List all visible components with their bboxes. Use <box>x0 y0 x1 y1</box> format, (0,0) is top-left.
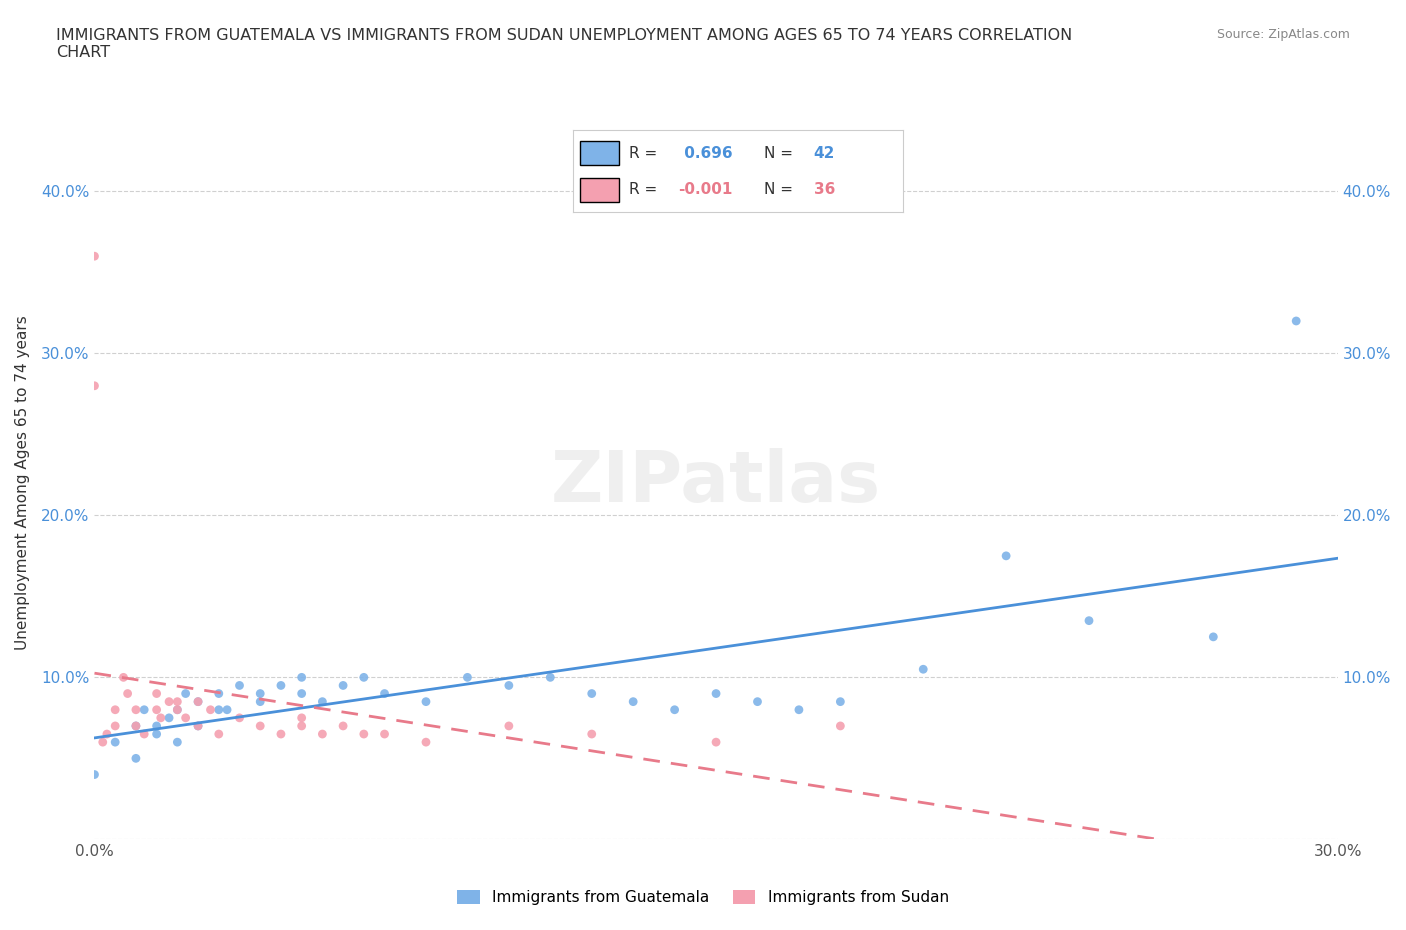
Point <box>456 670 478 684</box>
Point <box>787 702 810 717</box>
Point <box>291 686 314 701</box>
Point <box>270 726 292 741</box>
Point <box>217 702 239 717</box>
Text: IMMIGRANTS FROM GUATEMALA VS IMMIGRANTS FROM SUDAN UNEMPLOYMENT AMONG AGES 65 TO: IMMIGRANTS FROM GUATEMALA VS IMMIGRANTS … <box>56 28 1073 60</box>
Point <box>91 735 114 750</box>
Point <box>134 702 156 717</box>
Point <box>208 726 231 741</box>
Point <box>664 702 686 717</box>
Point <box>187 719 209 734</box>
Point <box>125 702 148 717</box>
Point <box>166 702 188 717</box>
Point <box>125 719 148 734</box>
Point <box>117 686 139 701</box>
Point <box>125 751 148 765</box>
Point <box>415 735 437 750</box>
Point <box>912 662 935 677</box>
Point <box>104 735 127 750</box>
Point <box>166 702 188 717</box>
Point <box>498 719 520 734</box>
Point <box>249 694 271 709</box>
Point <box>187 694 209 709</box>
Point <box>83 248 105 263</box>
Point <box>704 686 727 701</box>
Point <box>174 711 197 725</box>
Text: ZIPatlas: ZIPatlas <box>551 448 882 517</box>
Point <box>83 379 105 393</box>
Point <box>353 726 375 741</box>
Legend: Immigrants from Guatemala, Immigrants from Sudan: Immigrants from Guatemala, Immigrants fr… <box>450 883 956 913</box>
Point <box>311 694 333 709</box>
Point <box>166 735 188 750</box>
Point <box>1202 630 1225 644</box>
Point <box>157 711 180 725</box>
Point <box>249 719 271 734</box>
Point <box>174 686 197 701</box>
Point <box>187 694 209 709</box>
Point <box>112 670 135 684</box>
Point <box>145 702 167 717</box>
Point <box>291 719 314 734</box>
Point <box>157 694 180 709</box>
Point <box>830 719 852 734</box>
Point <box>353 670 375 684</box>
Point <box>415 694 437 709</box>
Point <box>291 711 314 725</box>
Point <box>249 686 271 701</box>
Point <box>228 678 250 693</box>
Point <box>704 735 727 750</box>
Point <box>145 686 167 701</box>
Point <box>145 719 167 734</box>
Point <box>538 670 561 684</box>
Point <box>830 694 852 709</box>
Point <box>1285 313 1308 328</box>
Point <box>291 670 314 684</box>
Point <box>200 702 222 717</box>
Point <box>134 726 156 741</box>
Point <box>581 726 603 741</box>
Point <box>270 678 292 693</box>
Point <box>581 686 603 701</box>
Point <box>332 678 354 693</box>
Point <box>125 719 148 734</box>
Point <box>208 686 231 701</box>
Point <box>747 694 769 709</box>
Point <box>311 726 333 741</box>
Point <box>995 549 1018 564</box>
Text: Source: ZipAtlas.com: Source: ZipAtlas.com <box>1216 28 1350 41</box>
Point <box>104 719 127 734</box>
Point <box>374 726 396 741</box>
Point <box>104 702 127 717</box>
Point <box>149 711 172 725</box>
Y-axis label: Unemployment Among Ages 65 to 74 years: Unemployment Among Ages 65 to 74 years <box>15 315 30 650</box>
Point <box>621 694 644 709</box>
Point <box>1078 613 1101 628</box>
Point <box>83 767 105 782</box>
Point <box>166 694 188 709</box>
Point <box>208 702 231 717</box>
Point <box>96 726 118 741</box>
Point <box>228 711 250 725</box>
Point <box>374 686 396 701</box>
Point <box>187 719 209 734</box>
Point <box>332 719 354 734</box>
Point <box>498 678 520 693</box>
Point <box>145 726 167 741</box>
